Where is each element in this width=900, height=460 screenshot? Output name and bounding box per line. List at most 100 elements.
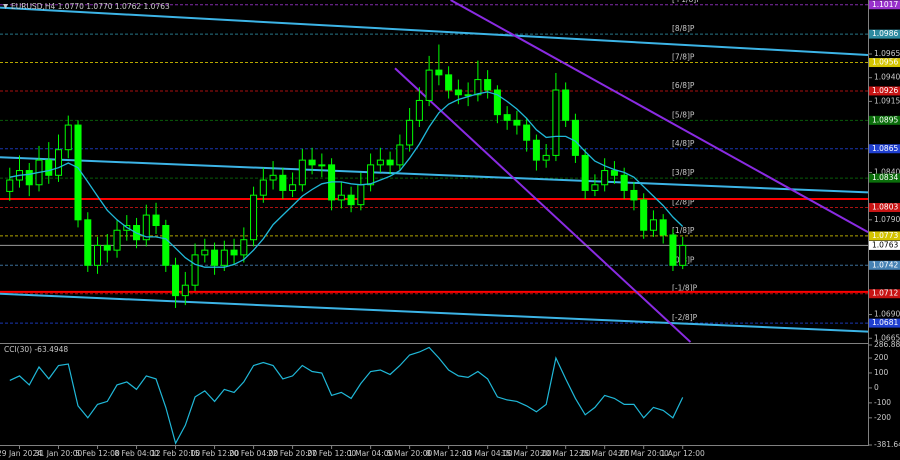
trendline	[0, 292, 868, 333]
candle-body	[630, 189, 638, 201]
cci-y-tick-label: -200	[874, 413, 891, 422]
last-price-box	[869, 240, 900, 250]
y-tick-label: 1.0840	[874, 167, 900, 176]
cci-y-tick-label: 100	[874, 368, 889, 377]
candle-body	[269, 174, 277, 181]
candle-body	[484, 79, 492, 91]
murray-name: [+1/8]P	[672, 0, 701, 4]
candle-body	[406, 119, 414, 146]
candle-body	[201, 249, 209, 256]
candle-body	[318, 164, 326, 167]
trendline	[0, 156, 868, 194]
murray-price-label: 1.0986	[872, 29, 898, 38]
x-tick-label: 20 Feb 04:00	[229, 449, 278, 458]
trendline	[0, 6, 868, 56]
candle-body	[571, 119, 579, 156]
murray-price-box	[869, 86, 900, 96]
y-tick-label: 1.0965	[874, 49, 900, 58]
murray-price-box	[869, 173, 900, 183]
candle-body	[386, 159, 394, 166]
cci-plot	[9, 346, 684, 445]
murray-price-label: 1.0926	[872, 86, 898, 95]
candle-body	[308, 159, 316, 166]
candle-body	[474, 79, 482, 96]
cci-y-tick-label: 286.887	[874, 340, 900, 349]
murray-price-label: 1.1017	[872, 0, 898, 9]
x-tick-label: 31 Jan 20:00	[35, 449, 83, 458]
candle-body	[649, 219, 657, 231]
candle-body	[74, 124, 82, 221]
candle-body	[610, 170, 618, 176]
moving-average	[9, 91, 684, 268]
x-tick-label: 1 Mar 04:00	[348, 449, 394, 458]
candle-body	[376, 159, 384, 166]
murray-name: [-2/8]P	[672, 313, 698, 322]
x-tick-label: 22 Feb 20:00	[268, 449, 317, 458]
x-tick-label: 12 Feb 20:00	[151, 449, 200, 458]
x-tick-label: 15 Feb 12:00	[190, 449, 239, 458]
murray-price-box	[869, 115, 900, 125]
last-price-label: 1.0763	[872, 240, 898, 249]
x-tick-label: 5 Feb 12:00	[75, 449, 120, 458]
candle-body	[211, 249, 219, 266]
candle-body	[94, 244, 102, 266]
candle-body	[6, 179, 14, 192]
x-tick-label: 27 Feb 12:00	[307, 449, 356, 458]
candle-body	[191, 254, 199, 286]
x-tick-label: 1 Apr 12:00	[661, 449, 705, 458]
candle-body	[601, 170, 609, 186]
murray-price-label: 1.0681	[872, 318, 898, 327]
murray-name: [5/8]P	[672, 110, 695, 119]
candle-body	[591, 184, 599, 191]
cci-y-tick-label: 0	[874, 383, 879, 392]
murray-price-label: 1.0773	[872, 231, 898, 240]
x-tick-label: 15 Mar 20:00	[502, 449, 552, 458]
candle-body	[298, 159, 306, 186]
murray-price-label: 1.0834	[872, 173, 898, 182]
y-tick-label: 1.0790	[874, 215, 900, 224]
trendline	[394, 67, 692, 343]
candle-body	[562, 89, 570, 121]
x-tick-label: 8 Feb 04:00	[114, 449, 159, 458]
candle-body	[337, 194, 345, 201]
murray-name: [6/8]P	[672, 81, 695, 90]
murray-price-box	[869, 0, 900, 10]
candle-body	[162, 225, 170, 266]
murray-name: [3/8]P	[672, 168, 695, 177]
candle-body	[367, 164, 375, 186]
murray-price-label: 1.0803	[872, 203, 898, 212]
candle-body	[289, 184, 297, 191]
candle-body	[542, 154, 550, 161]
candle-body	[532, 139, 540, 161]
candle-body	[240, 239, 248, 256]
candle-body	[347, 194, 355, 206]
candle-body	[445, 74, 453, 91]
candle-body	[103, 244, 111, 251]
murray-name: [-1/8]P	[672, 284, 698, 293]
x-tick-label: 20 Mar 12:00	[541, 449, 591, 458]
murray-name: [1/8]P	[672, 226, 695, 235]
candle-body	[220, 249, 228, 266]
x-tick-label: 29 Jan 2024	[0, 449, 42, 458]
murray-price-box	[869, 29, 900, 39]
x-tick-label: 8 Mar 12:00	[426, 449, 472, 458]
murray-name: [4/8]P	[672, 139, 695, 148]
candle-body	[415, 99, 423, 121]
murray-price-box	[869, 144, 900, 154]
candle-body	[181, 284, 189, 297]
candle-body	[152, 214, 160, 227]
y-tick-label: 1.0690	[874, 310, 900, 319]
candle-body	[513, 119, 521, 126]
candle-body	[493, 89, 501, 116]
murray-price-box	[869, 58, 900, 68]
x-tick-label: 27 Mar 20:00	[619, 449, 669, 458]
candle-body	[679, 244, 687, 266]
cci-y-tick-label: -100	[874, 398, 891, 407]
cci-y-tick-label: 200	[874, 353, 889, 362]
murray-price-box	[869, 231, 900, 241]
y-tick-label: 1.0940	[874, 73, 900, 82]
candle-body	[84, 219, 92, 266]
y-tick-label: 1.0915	[874, 96, 900, 105]
murray-price-box	[869, 318, 900, 328]
